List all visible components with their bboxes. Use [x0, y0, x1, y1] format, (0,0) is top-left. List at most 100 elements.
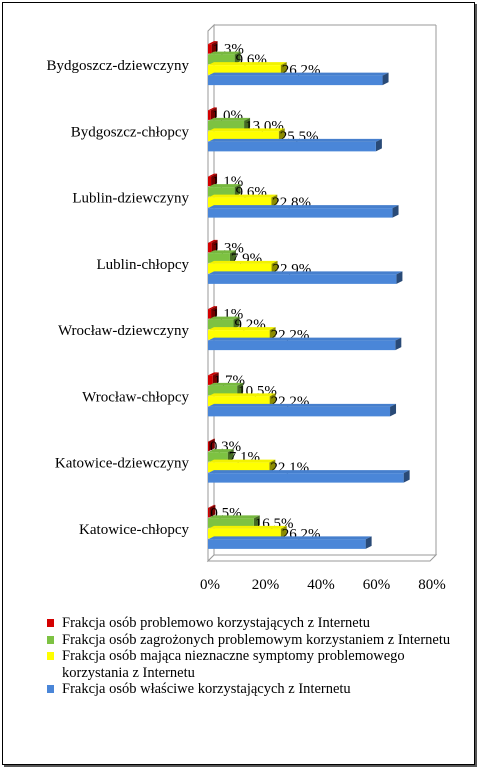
bar-top-face: [208, 72, 389, 76]
bar-top-face: [208, 403, 397, 407]
bar: [208, 452, 228, 462]
bar-end-face: [211, 239, 218, 253]
bar-top-face: [208, 382, 244, 386]
bar-top-face: [208, 470, 410, 474]
bar: [208, 110, 211, 120]
bar-end-face: [390, 403, 397, 417]
bar: [208, 462, 270, 473]
legend-label: Frakcja osób mająca nieznaczne symptomy …: [62, 648, 405, 681]
x-tick-label: 0%: [200, 577, 220, 593]
bar-end-face: [211, 173, 218, 187]
bar-top-face: [208, 117, 251, 121]
bar-top-face: [208, 271, 403, 275]
legend-label: Frakcja osób zagrożonych problemowym kor…: [62, 631, 451, 648]
bar-top-face: [208, 536, 372, 540]
legend-swatch: [47, 652, 54, 660]
bar-top-face: [208, 504, 216, 508]
bar-end-face: [269, 327, 276, 340]
legend-item: Frakcja osób zagrożonych problemowym kor…: [47, 632, 467, 649]
bar-end-face: [244, 117, 251, 131]
bar: [208, 406, 391, 417]
bar: [208, 187, 235, 197]
category-label: Bydgoszcz-chłopcy: [71, 124, 190, 140]
category-label: Bydgoszcz-dziewczyny: [47, 58, 190, 74]
bar-top-face: [208, 459, 276, 463]
bar-end-face: [271, 260, 278, 274]
bar-top-face: [208, 239, 218, 243]
category-label: Katowice-dziewczyny: [55, 456, 190, 472]
bar-top-face: [208, 51, 241, 55]
x-tick-label: 80%: [418, 577, 446, 593]
bar-end-face: [395, 337, 402, 351]
bar-end-face: [269, 459, 276, 473]
bar-end-face: [234, 184, 241, 197]
bar-end-face: [237, 382, 244, 396]
bar: [208, 263, 272, 274]
bar: [208, 242, 212, 253]
bar-chart: Bydgoszcz-dziewczyny1,3%9,6%26,2%Bydgosz…: [47, 23, 446, 593]
legend-swatch: [47, 619, 54, 627]
bar-top-face: [208, 184, 241, 188]
bar-end-face: [396, 271, 403, 284]
category-label: Wrocław-chłopcy: [82, 389, 189, 405]
bar: [208, 131, 279, 141]
bar-top-face: [208, 128, 285, 132]
x-tick-label: 60%: [363, 577, 391, 593]
bar: [208, 528, 281, 539]
bar: [208, 309, 212, 319]
bar-top-face: [208, 250, 236, 254]
bar: [208, 473, 404, 483]
bar-end-face: [210, 107, 217, 120]
bar: [208, 44, 212, 54]
bar: [208, 340, 396, 351]
bar-end-face: [229, 250, 236, 263]
bar-end-face: [227, 449, 234, 462]
legend-label: Frakcja osób właściwe korzystających z I…: [62, 681, 351, 697]
bar-end-face: [280, 525, 287, 539]
bar-top-face: [208, 41, 218, 45]
bar: [208, 518, 254, 528]
bar-end-face: [269, 393, 276, 406]
bar: [208, 65, 281, 75]
bar: [208, 54, 235, 65]
legend-item: Frakcja osób właściwe korzystających z I…: [47, 681, 467, 698]
bar-end-face: [271, 194, 278, 208]
legend-swatch: [47, 685, 54, 693]
x-tick-label: 20%: [252, 577, 280, 593]
bar-end-face: [278, 128, 285, 141]
bar: [208, 141, 376, 152]
legend-item: Frakcja osób mająca nieznaczne symptomy …: [47, 648, 467, 681]
legend: Frakcja osób problemowo korzystających z…: [47, 615, 467, 698]
bar-end-face: [365, 536, 372, 549]
bar-end-face: [212, 372, 219, 385]
bar: [208, 375, 213, 385]
bar: [208, 208, 393, 218]
bar: [208, 197, 272, 208]
bar-top-face: [208, 260, 278, 264]
bar-end-face: [234, 51, 241, 65]
bar: [208, 75, 383, 86]
bar: [208, 539, 366, 549]
bar-top-face: [208, 316, 240, 320]
bar: [208, 396, 270, 406]
bar-top-face: [208, 138, 382, 142]
legend-swatch: [47, 635, 54, 644]
bar: [208, 253, 230, 263]
category-label: Lublin-dziewczyny: [72, 191, 189, 207]
bar-end-face: [211, 41, 218, 54]
bar: [208, 441, 209, 452]
bar: [208, 507, 210, 518]
legend-item: Frakcja osób problemowo korzystających z…: [47, 615, 467, 632]
bar-top-face: [208, 515, 260, 519]
floor: [206, 554, 438, 562]
bar-end-face: [403, 470, 410, 483]
bar-end-face: [209, 504, 216, 518]
bar-end-face: [233, 316, 240, 330]
bar-top-face: [208, 438, 215, 442]
bar-end-face: [211, 306, 218, 319]
bar-top-face: [208, 449, 234, 453]
bar: [208, 274, 397, 284]
bar-top-face: [208, 306, 218, 310]
bar-top-face: [208, 62, 287, 66]
category-label: Katowice-chłopcy: [79, 522, 189, 538]
